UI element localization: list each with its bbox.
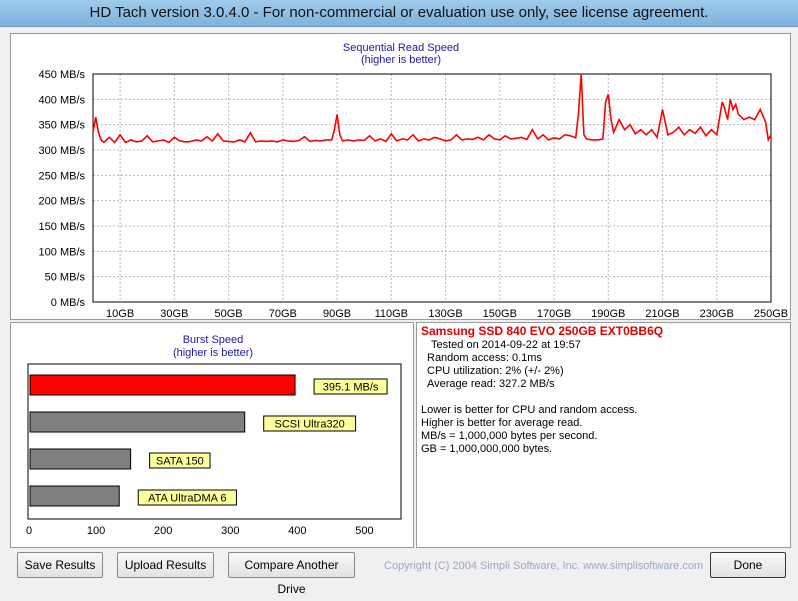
x-tick-label: 30GB (160, 308, 188, 319)
burst-bar (29, 448, 132, 470)
burst-x-tick-label: 0 (26, 525, 32, 537)
y-tick-label: 350 MB/s (39, 120, 86, 132)
series-line-sequential-read (92, 73, 772, 144)
burst-chart-subtitle: (higher is better) (173, 347, 253, 359)
x-tick-label: 130GB (428, 308, 462, 319)
main-window: Sequential Read Speed (higher is better)… (4, 28, 794, 596)
drive-info-panel: Samsung SSD 840 EVO 250GB EXT0BB6Q Teste… (416, 322, 791, 548)
burst-bar-label-box (149, 452, 211, 469)
sequential-read-panel: Sequential Read Speed (higher is better)… (10, 33, 791, 320)
burst-bar-label: 395.1 MB/s (323, 382, 379, 394)
burst-bar-label-box (313, 378, 388, 395)
x-tick-label: 250GB (754, 308, 788, 319)
y-tick-label: 0 MB/s (51, 297, 86, 309)
burst-chart-title: Burst Speed (183, 334, 244, 346)
y-tick-label: 200 MB/s (39, 196, 86, 208)
x-tick-label: 230GB (700, 308, 734, 319)
note-line: Lower is better for CPU and random acces… (421, 404, 638, 416)
burst-bar (29, 374, 296, 396)
burst-x-tick-label: 500 (355, 525, 373, 537)
burst-x-tick-label: 200 (154, 525, 172, 537)
burst-speed-chart: Burst Speed (higher is better) 395.1 MB/… (26, 334, 402, 537)
x-tick-label: 190GB (591, 308, 625, 319)
cpu-utilization: CPU utilization: 2% (+/- 2%) (427, 365, 564, 377)
note-line: GB = 1,000,000,000 bytes. (421, 443, 553, 455)
compare-another-drive-button[interactable]: Compare Another Drive (228, 552, 355, 596)
y-tick-label: 400 MB/s (39, 94, 86, 106)
window-title: HD Tach version 3.0.4.0 - For non-commer… (0, 0, 798, 27)
x-tick-label: 10GB (106, 308, 134, 319)
burst-bar-label: SATA 150 (156, 456, 204, 468)
x-tick-label: 70GB (269, 308, 297, 319)
burst-bar-label: SCSI Ultra320 (274, 419, 344, 431)
x-tick-label: 50GB (215, 308, 243, 319)
burst-bar (29, 485, 120, 507)
burst-bar (29, 411, 246, 433)
x-tick-label: 110GB (375, 308, 408, 319)
seq-plot-frame (92, 73, 772, 303)
burst-bar-label: ATA UltraDMA 6 (148, 493, 226, 505)
burst-x-tick-label: 100 (87, 525, 105, 537)
y-tick-label: 50 MB/s (45, 272, 86, 284)
upload-results-button[interactable]: Upload Results (117, 552, 214, 578)
copyright-text: Copyright (C) 2004 Simpli Software, Inc.… (384, 560, 704, 572)
x-tick-label: 150GB (483, 308, 517, 319)
burst-x-tick-label: 300 (221, 525, 239, 537)
random-access: Random access: 0.1ms (427, 352, 542, 364)
burst-bar-label-box (137, 489, 237, 506)
drive-name: Samsung SSD 840 EVO 250GB EXT0BB6Q (421, 324, 664, 338)
seq-chart-title: Sequential Read Speed (343, 42, 459, 54)
seq-chart-subtitle: (higher is better) (361, 54, 441, 66)
burst-speed-panel: Burst Speed (higher is better) 395.1 MB/… (10, 322, 414, 548)
note-line: Higher is better for average read. (421, 417, 583, 429)
y-tick-label: 300 MB/s (39, 145, 86, 157)
x-tick-label: 210GB (645, 308, 679, 319)
tested-on: Tested on 2014-09-22 at 19:57 (431, 339, 581, 351)
x-tick-label: 90GB (323, 308, 351, 319)
y-tick-label: 100 MB/s (39, 246, 86, 258)
save-results-button[interactable]: Save Results (17, 552, 103, 578)
note-line: MB/s = 1,000,000 bytes per second. (421, 430, 598, 442)
y-tick-label: 250 MB/s (39, 170, 86, 182)
sequential-read-chart: Sequential Read Speed (higher is better)… (39, 42, 789, 320)
average-read: Average read: 327.2 MB/s (427, 378, 555, 390)
burst-x-tick-label: 400 (288, 525, 306, 537)
done-button[interactable]: Done (710, 552, 786, 578)
burst-bar-label-box (263, 415, 357, 432)
x-tick-label: 170GB (537, 308, 571, 319)
y-tick-label: 450 MB/s (39, 69, 86, 81)
y-tick-label: 150 MB/s (39, 221, 86, 233)
